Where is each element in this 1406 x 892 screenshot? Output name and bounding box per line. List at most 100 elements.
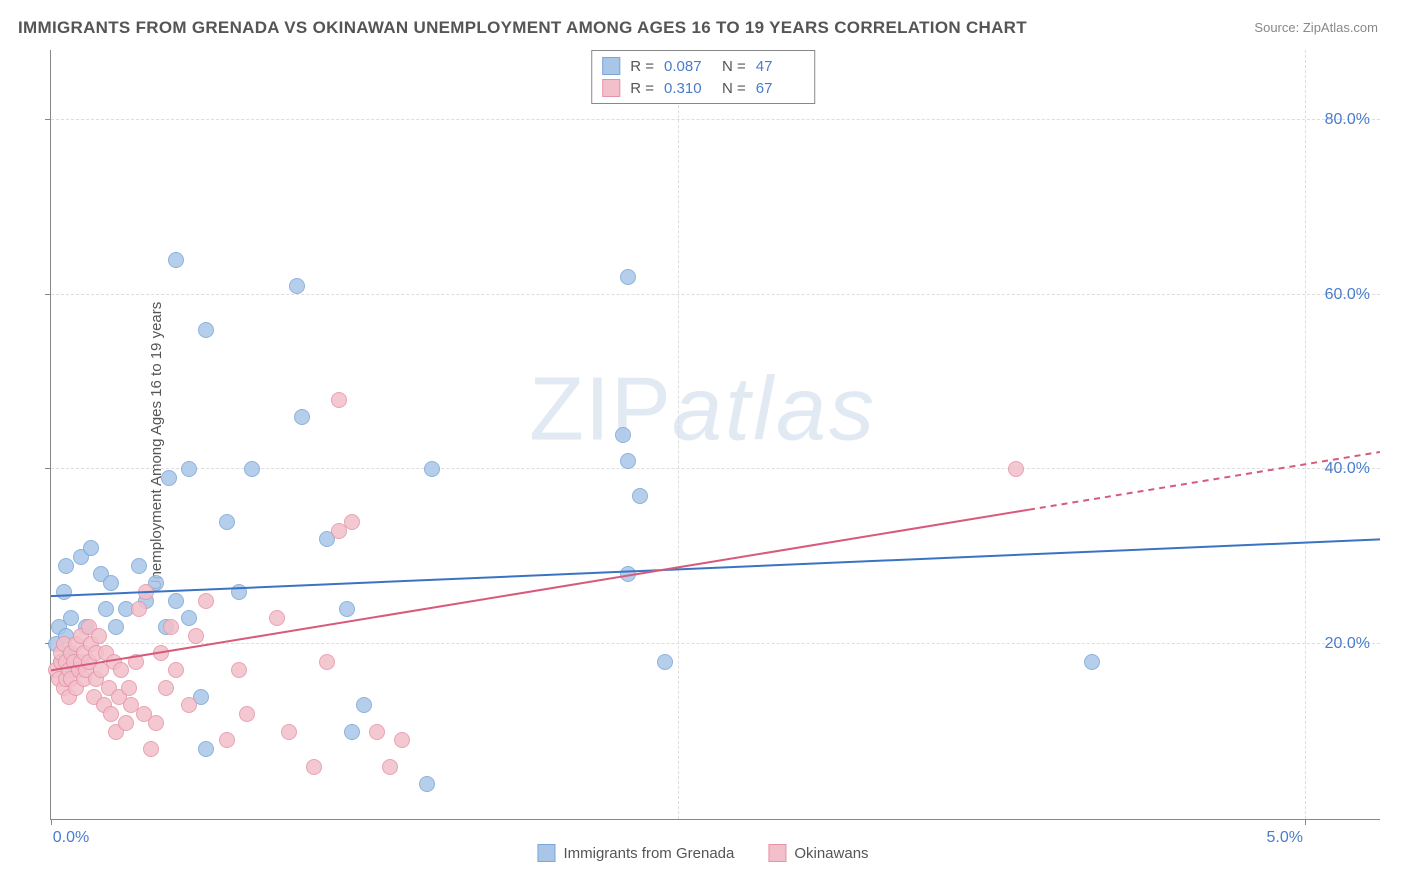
data-point-grenada — [620, 453, 636, 469]
data-point-grenada — [632, 488, 648, 504]
data-point-okinawans — [148, 715, 164, 731]
legend-row-grenada: R = 0.087 N = 47 — [602, 55, 804, 77]
gridline-h — [51, 119, 1380, 120]
data-point-grenada — [356, 697, 372, 713]
data-point-okinawans — [128, 654, 144, 670]
series-label-okinawans: Okinawans — [794, 845, 868, 862]
data-point-grenada — [219, 514, 235, 530]
tick-mark — [45, 468, 51, 469]
trendline-grenada — [51, 539, 1380, 596]
data-point-okinawans — [1008, 461, 1024, 477]
data-point-grenada — [181, 461, 197, 477]
data-point-grenada — [198, 741, 214, 757]
data-point-grenada — [294, 409, 310, 425]
data-point-okinawans — [158, 680, 174, 696]
data-point-okinawans — [168, 662, 184, 678]
data-point-grenada — [231, 584, 247, 600]
data-point-okinawans — [394, 732, 410, 748]
source-link[interactable]: ZipAtlas.com — [1303, 20, 1378, 35]
ytick-label: 80.0% — [1325, 111, 1370, 129]
series-label-grenada: Immigrants from Grenada — [563, 845, 734, 862]
legend-item-grenada: Immigrants from Grenada — [537, 844, 734, 862]
legend-row-okinawans: R = 0.310 N = 67 — [602, 77, 804, 99]
chart-title: IMMIGRANTS FROM GRENADA VS OKINAWAN UNEM… — [18, 18, 1027, 38]
data-point-grenada — [620, 566, 636, 582]
data-point-grenada — [419, 776, 435, 792]
trendline-okinawans — [51, 510, 1029, 671]
data-point-okinawans — [113, 662, 129, 678]
source-attribution: Source: ZipAtlas.com — [1254, 20, 1378, 35]
n-value-grenada: 47 — [756, 58, 804, 75]
xtick-label: 0.0% — [53, 829, 89, 847]
gridline-v — [1305, 50, 1306, 819]
data-point-grenada — [63, 610, 79, 626]
r-value-okinawans: 0.310 — [664, 80, 712, 97]
ytick-label: 60.0% — [1325, 286, 1370, 304]
data-point-okinawans — [306, 759, 322, 775]
n-value-okinawans: 67 — [756, 80, 804, 97]
data-point-okinawans — [103, 706, 119, 722]
data-point-grenada — [289, 278, 305, 294]
data-point-grenada — [108, 619, 124, 635]
n-label: N = — [722, 80, 746, 97]
trendlines-layer — [51, 50, 1380, 819]
data-point-okinawans — [188, 628, 204, 644]
tick-mark — [45, 294, 51, 295]
data-point-okinawans — [163, 619, 179, 635]
data-point-okinawans — [198, 593, 214, 609]
data-point-grenada — [181, 610, 197, 626]
xtick-label: 5.0% — [1267, 829, 1303, 847]
data-point-okinawans — [219, 732, 235, 748]
gridline-v — [678, 50, 679, 819]
r-label: R = — [630, 80, 654, 97]
data-point-okinawans — [344, 514, 360, 530]
data-point-okinawans — [319, 654, 335, 670]
data-point-grenada — [620, 269, 636, 285]
data-point-okinawans — [91, 628, 107, 644]
data-point-grenada — [424, 461, 440, 477]
data-point-grenada — [168, 593, 184, 609]
ytick-label: 20.0% — [1325, 635, 1370, 653]
data-point-okinawans — [121, 680, 137, 696]
data-point-grenada — [1084, 654, 1100, 670]
source-label: Source: — [1254, 20, 1299, 35]
data-point-grenada — [103, 575, 119, 591]
data-point-grenada — [56, 584, 72, 600]
data-point-okinawans — [131, 601, 147, 617]
data-point-grenada — [58, 558, 74, 574]
data-point-grenada — [615, 427, 631, 443]
data-point-okinawans — [138, 584, 154, 600]
data-point-grenada — [161, 470, 177, 486]
tick-mark — [45, 119, 51, 120]
data-point-okinawans — [181, 697, 197, 713]
n-label: N = — [722, 58, 746, 75]
data-point-okinawans — [231, 662, 247, 678]
data-point-okinawans — [331, 392, 347, 408]
data-point-grenada — [339, 601, 355, 617]
legend-item-okinawans: Okinawans — [768, 844, 868, 862]
data-point-okinawans — [382, 759, 398, 775]
tick-mark — [1305, 819, 1306, 825]
scatter-chart: 20.0%40.0%60.0%80.0%0.0%5.0% — [50, 50, 1380, 820]
data-point-grenada — [344, 724, 360, 740]
data-point-grenada — [131, 558, 147, 574]
data-point-grenada — [83, 540, 99, 556]
gridline-h — [51, 643, 1380, 644]
r-value-grenada: 0.087 — [664, 58, 712, 75]
series-legend: Immigrants from Grenada Okinawans — [529, 842, 876, 864]
data-point-okinawans — [118, 715, 134, 731]
data-point-okinawans — [239, 706, 255, 722]
data-point-okinawans — [153, 645, 169, 661]
ytick-label: 40.0% — [1325, 460, 1370, 478]
swatch-okinawans — [768, 844, 786, 862]
swatch-okinawans — [602, 79, 620, 97]
swatch-grenada — [602, 57, 620, 75]
data-point-grenada — [168, 252, 184, 268]
correlation-legend: R = 0.087 N = 47 R = 0.310 N = 67 — [591, 50, 815, 104]
data-point-okinawans — [269, 610, 285, 626]
data-point-grenada — [198, 322, 214, 338]
data-point-grenada — [244, 461, 260, 477]
gridline-h — [51, 294, 1380, 295]
data-point-grenada — [98, 601, 114, 617]
tick-mark — [51, 819, 52, 825]
